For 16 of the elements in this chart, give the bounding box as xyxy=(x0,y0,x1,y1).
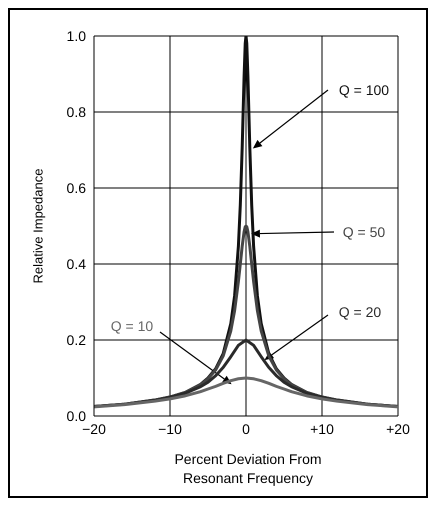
text: Q = 100 xyxy=(338,82,390,98)
x-tick-label: 0 xyxy=(242,420,250,437)
text: Q = 50 xyxy=(342,224,386,240)
y-tick-label: 0.6 xyxy=(66,180,86,196)
line-series xyxy=(94,376,398,408)
y-tick-label: 1.0 xyxy=(66,28,86,44)
x-tick-label: +10 xyxy=(310,420,334,437)
y-tick-label: 0.8 xyxy=(66,104,86,120)
x-tick-label: +20 xyxy=(386,420,410,437)
y-tick-label: 0.4 xyxy=(66,256,86,272)
x-tick-label: −10 xyxy=(158,420,182,437)
x-axis-title: Percent Deviation From Resonant Frequency xyxy=(174,451,322,486)
y-axis-title: Relative Impedance xyxy=(30,168,46,284)
y-tick-label: 0.2 xyxy=(66,332,86,348)
text: Q = 10 xyxy=(110,318,154,334)
text: Q = 20 xyxy=(338,304,382,320)
